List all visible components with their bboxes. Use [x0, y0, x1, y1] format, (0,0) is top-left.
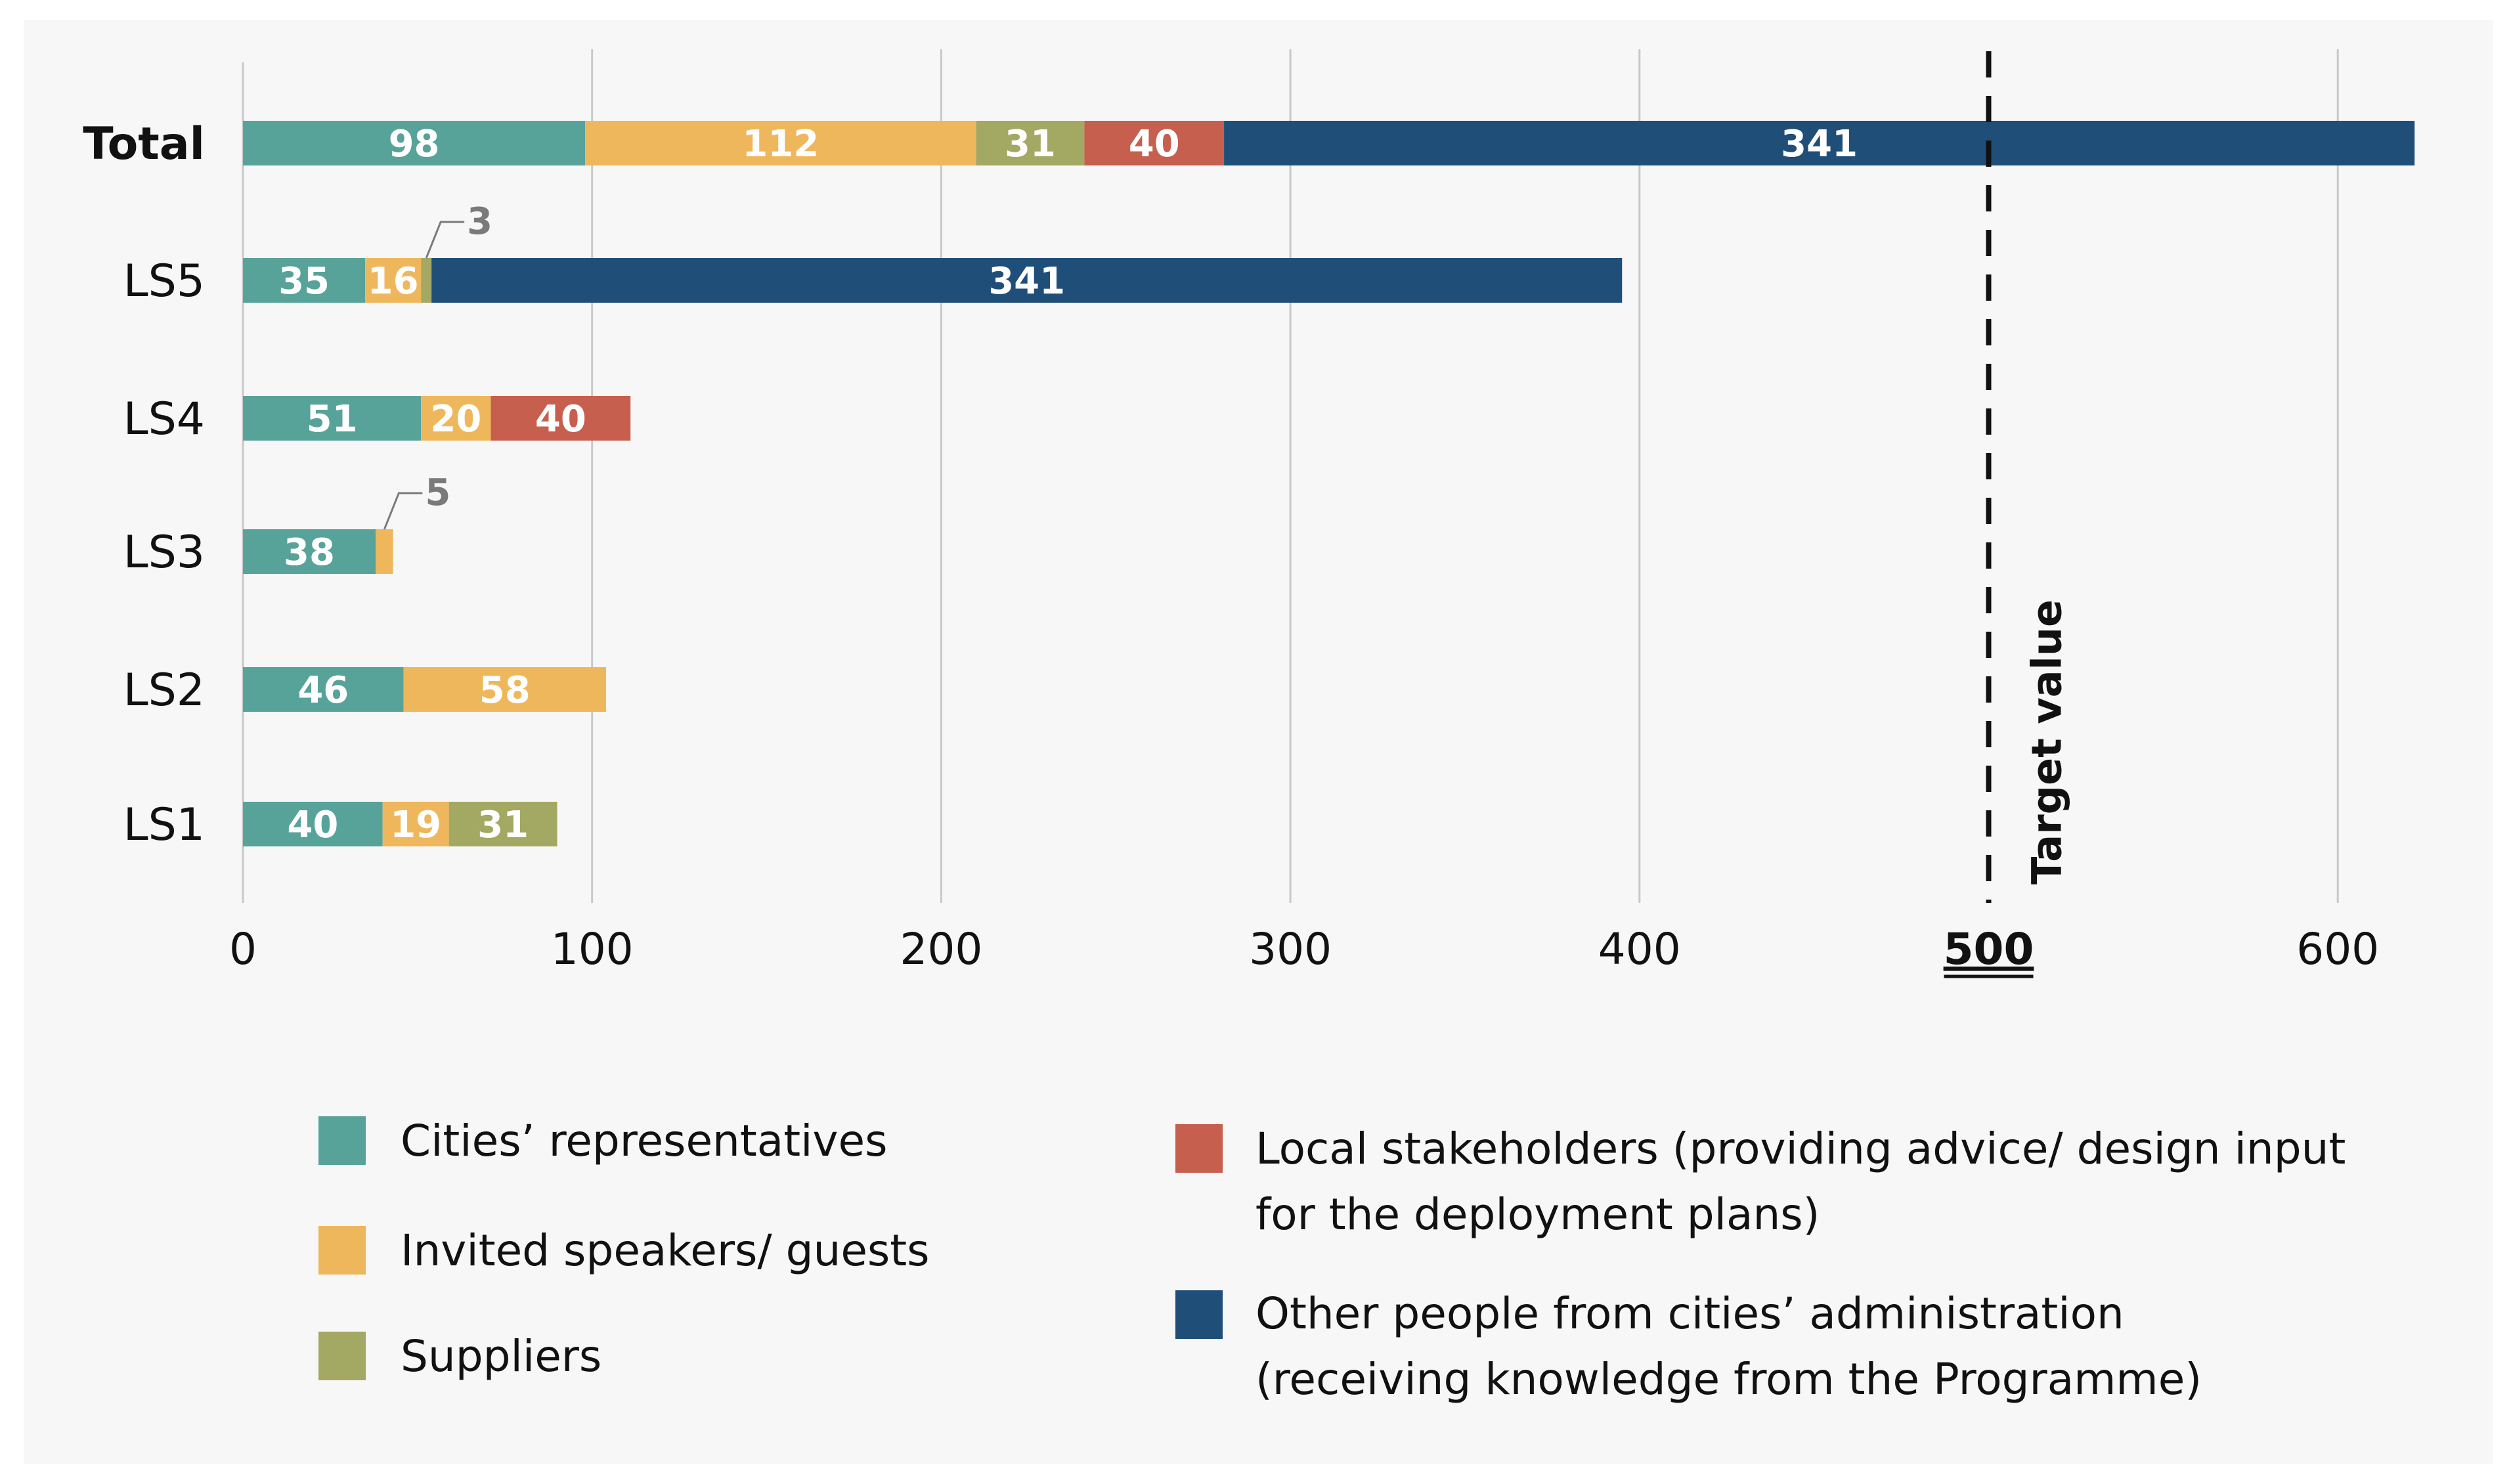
- legend-swatch: [1175, 1124, 1223, 1173]
- bar-segment: [1084, 121, 1225, 165]
- bar-value-label: 19: [390, 804, 441, 846]
- legend-entry-text: Suppliers: [401, 1331, 601, 1382]
- bar-value-label: 31: [1005, 123, 1056, 165]
- callout-value-label: 3: [467, 200, 492, 243]
- legend-entry-text: for the deployment plans): [1256, 1189, 1820, 1240]
- bar-value-label: 58: [479, 669, 531, 712]
- bar-segment: [421, 258, 432, 303]
- category-label: Total: [83, 118, 205, 170]
- bar-value-label: 20: [430, 398, 481, 441]
- bar-value-label: 38: [284, 531, 335, 574]
- bar-segment: [243, 396, 422, 441]
- bar-value-label: 341: [1781, 123, 1858, 165]
- bar-value-label: 40: [287, 804, 338, 846]
- bar-segment: [243, 121, 586, 165]
- legend-swatch: [318, 1116, 366, 1165]
- bar-segment: [448, 802, 557, 846]
- x-tick-label: 600: [2296, 924, 2379, 974]
- bar-segment: [976, 121, 1085, 165]
- x-tick-label: 200: [900, 924, 982, 974]
- bar-value-label: 98: [389, 123, 440, 165]
- legend-entry-text: Cities’ representatives: [401, 1116, 887, 1166]
- legend-entry-text: Invited speakers/ guests: [401, 1225, 930, 1276]
- bar-value-label: 16: [368, 260, 419, 303]
- category-label: LS1: [123, 799, 205, 851]
- bar-value-label: 46: [297, 669, 349, 712]
- chart-background: [24, 20, 2493, 1464]
- x-tick-label: 500: [1944, 924, 2034, 974]
- bar-segment: [243, 802, 383, 846]
- bar-value-label: 112: [742, 123, 819, 165]
- bar-segment: [491, 396, 631, 441]
- bar-segment: [431, 258, 1623, 303]
- category-label: LS2: [123, 665, 205, 716]
- bar-segment: [421, 396, 491, 441]
- bar-value-label: 51: [307, 398, 358, 441]
- legend-entry-text: (receiving knowledge from the Programme): [1256, 1354, 2202, 1405]
- bar-value-label: 341: [988, 260, 1065, 303]
- bar-segment: [1224, 121, 2415, 165]
- callout-value-label: 5: [425, 471, 450, 514]
- bar-value-label: 40: [535, 398, 586, 441]
- bar-segment: [585, 121, 976, 165]
- x-tick-label: 100: [551, 924, 634, 974]
- bar-segment: [243, 667, 404, 712]
- legend-swatch: [318, 1332, 366, 1380]
- x-tick-label: 0: [229, 924, 257, 974]
- bar-segment: [382, 802, 449, 846]
- legend-swatch: [318, 1226, 366, 1275]
- legend-swatch: [1175, 1290, 1223, 1339]
- bar-segment: [243, 258, 366, 303]
- category-label: LS5: [123, 255, 205, 307]
- bar-segment: [365, 258, 422, 303]
- category-label: LS3: [123, 527, 205, 578]
- target-label: Target value: [2023, 600, 2071, 884]
- callout-leader: [383, 492, 423, 530]
- bar-segment: [243, 529, 376, 574]
- bar-value-label: 40: [1129, 123, 1180, 165]
- x-tick-label: 400: [1598, 924, 1681, 974]
- callout-leader: [425, 221, 465, 259]
- category-label: LS4: [123, 393, 205, 445]
- bar-segment: [376, 529, 393, 574]
- bar-value-label: 31: [477, 804, 529, 846]
- legend-entry-text: Local stakeholders (providing advice/ de…: [1256, 1124, 2346, 1174]
- x-tick-label: 300: [1249, 924, 1332, 974]
- bar-segment: [403, 667, 606, 712]
- bar-value-label: 35: [278, 260, 330, 303]
- legend-entry-text: Other people from cities’ administration: [1256, 1288, 2124, 1339]
